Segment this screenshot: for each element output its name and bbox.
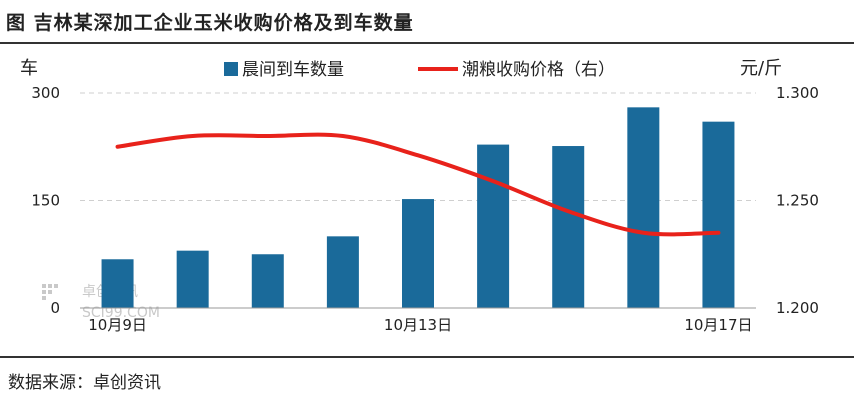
bar bbox=[627, 107, 660, 308]
bar bbox=[402, 199, 434, 308]
legend: 晨间到车数量 潮粮收购价格（右） bbox=[224, 60, 615, 80]
bar bbox=[702, 121, 735, 309]
legend-bar-label: 晨间到车数量 bbox=[242, 60, 344, 80]
axes: 0 150 300 1.200 1.250 1.300 10月9日 10月13日 10月17日 bbox=[31, 84, 819, 334]
legend-bar-swatch bbox=[224, 62, 238, 76]
watermark-logo-dot bbox=[54, 284, 58, 288]
left-axis-unit: 车 bbox=[20, 58, 38, 79]
y-right-tick-label: 1.200 bbox=[776, 299, 819, 317]
bar bbox=[251, 254, 284, 308]
bar-series bbox=[101, 107, 735, 309]
bar bbox=[552, 146, 585, 308]
watermark-logo-dot bbox=[42, 296, 46, 300]
bar bbox=[326, 236, 359, 308]
y-right-tick-label: 1.300 bbox=[776, 84, 819, 102]
x-tick-label: 10月13日 bbox=[384, 316, 452, 334]
watermark-site: SCI99.COM bbox=[82, 305, 160, 321]
bar bbox=[477, 144, 510, 308]
y-left-tick-label: 0 bbox=[50, 299, 60, 317]
right-axis-unit: 元/斤 bbox=[740, 58, 782, 79]
chart-title: 图 吉林某深加工企业玉米收购价格及到车数量 bbox=[6, 12, 414, 34]
source-bar: 数据来源：卓创资讯 bbox=[0, 356, 854, 400]
legend-line-label: 潮粮收购价格（右） bbox=[462, 60, 615, 80]
watermark-logo-dot bbox=[42, 284, 46, 288]
data-source: 数据来源：卓创资讯 bbox=[8, 373, 161, 393]
title-bar: 图 吉林某深加工企业玉米收购价格及到车数量 bbox=[0, 0, 854, 44]
watermark-logo-dot bbox=[42, 290, 46, 294]
y-left-tick-label: 150 bbox=[31, 192, 60, 210]
watermark-logo-dot bbox=[48, 290, 52, 294]
bar bbox=[101, 259, 134, 308]
watermark-logo-dot bbox=[48, 284, 52, 288]
price-line bbox=[115, 132, 721, 237]
chart: 卓创资讯 SCI99.COM 01503001.2001.2501.30010月… bbox=[20, 58, 819, 334]
x-tick-label: 10月17日 bbox=[684, 316, 752, 334]
line-series bbox=[115, 132, 721, 237]
y-right-tick-label: 1.250 bbox=[776, 192, 819, 210]
y-left-tick-label: 300 bbox=[31, 84, 60, 102]
bar bbox=[176, 250, 209, 308]
x-tick-label: 10月9日 bbox=[88, 316, 147, 334]
